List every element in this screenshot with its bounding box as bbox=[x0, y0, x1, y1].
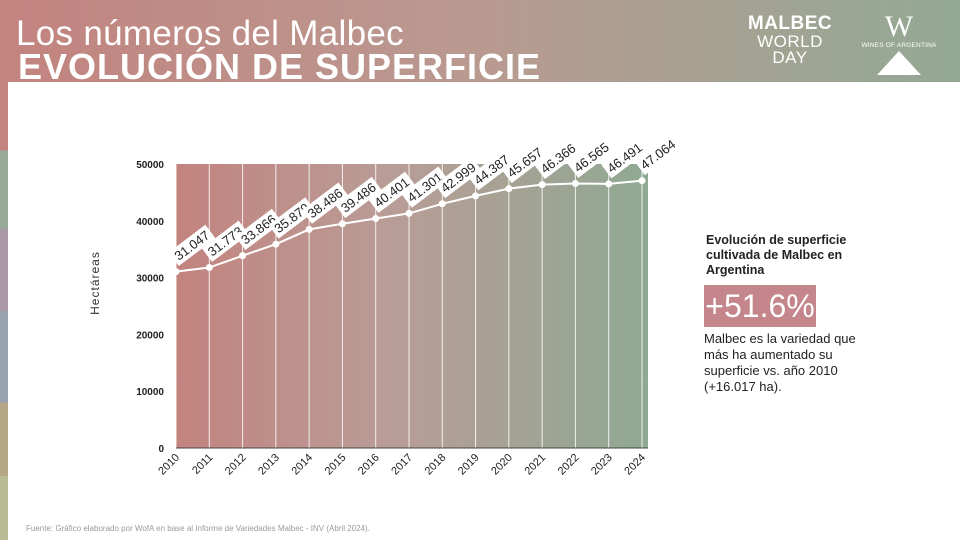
data-point bbox=[538, 181, 546, 189]
header-banner bbox=[0, 0, 960, 82]
wofa-mark: W bbox=[884, 10, 914, 43]
data-label-box bbox=[268, 197, 316, 239]
x-tick-label: 2017 bbox=[389, 452, 415, 478]
data-point bbox=[172, 268, 180, 276]
data-label-box bbox=[634, 133, 682, 176]
side-description: Malbec es la variedad que más ha aumenta… bbox=[704, 331, 856, 394]
data-point bbox=[638, 177, 646, 185]
x-tick-label: 2021 bbox=[522, 452, 548, 478]
wofa-triangle-icon bbox=[877, 51, 921, 75]
data-label-box bbox=[468, 149, 516, 191]
data-point bbox=[605, 180, 613, 188]
y-tick-label: 0 bbox=[158, 444, 164, 455]
data-point bbox=[239, 252, 247, 260]
side-title: Evolución de superficie cultivada de Mal… bbox=[706, 233, 847, 277]
data-point bbox=[505, 185, 513, 193]
data-label-box bbox=[301, 182, 349, 224]
y-tick-label: 30000 bbox=[136, 274, 164, 285]
data-label-box bbox=[601, 137, 649, 179]
data-label-box bbox=[501, 141, 549, 184]
data-point bbox=[405, 209, 413, 217]
data-point bbox=[338, 220, 346, 228]
x-tick-label: 2019 bbox=[456, 452, 482, 478]
x-tick-label: 2018 bbox=[423, 452, 449, 478]
x-tick-label: 2011 bbox=[190, 452, 215, 477]
data-point bbox=[205, 264, 213, 272]
data-point bbox=[305, 225, 313, 233]
data-label-box bbox=[434, 156, 482, 199]
data-point bbox=[372, 215, 380, 223]
data-label: 47.064 bbox=[638, 137, 679, 173]
y-tick-label: 40000 bbox=[136, 217, 164, 228]
data-label-box bbox=[534, 137, 582, 180]
data-label-box bbox=[235, 208, 283, 251]
wines-of-argentina-logo: W WINES OF ARGENTINA bbox=[856, 10, 942, 75]
x-tick-label: 2013 bbox=[256, 452, 282, 478]
color-strip bbox=[0, 82, 8, 540]
data-point bbox=[571, 180, 579, 188]
x-tick-label: 2015 bbox=[323, 452, 349, 478]
x-tick-label: 2016 bbox=[356, 452, 382, 478]
data-label-box bbox=[335, 176, 382, 219]
data-label-box bbox=[401, 166, 449, 208]
y-tick-label: 50000 bbox=[136, 160, 164, 171]
plot-area bbox=[176, 164, 648, 448]
logo-line-1: MALBEC bbox=[747, 13, 833, 34]
y-axis-label: Hectáreas bbox=[88, 251, 102, 315]
data-label-box bbox=[201, 220, 249, 262]
data-label-box bbox=[568, 136, 615, 178]
x-tick-label: 2023 bbox=[589, 452, 615, 478]
x-tick-label: 2022 bbox=[556, 452, 582, 478]
x-tick-label: 2020 bbox=[489, 452, 515, 478]
page-title: Los números del Malbec bbox=[16, 14, 404, 53]
malbec-world-day-logo: MALBEC WORLD DAY bbox=[742, 13, 838, 67]
y-tick-label: 10000 bbox=[136, 387, 164, 398]
growth-badge: +51.6% bbox=[704, 285, 816, 327]
y-tick-label: 20000 bbox=[136, 330, 164, 341]
x-tick-label: 2024 bbox=[622, 452, 648, 478]
x-tick-label: 2010 bbox=[156, 452, 182, 478]
data-point bbox=[472, 192, 480, 200]
wofa-text: WINES OF ARGENTINA bbox=[861, 42, 937, 49]
data-point bbox=[272, 240, 280, 248]
logo-line-3: DAY bbox=[772, 48, 808, 67]
data-label-box bbox=[168, 224, 216, 267]
x-tick-label: 2012 bbox=[223, 452, 249, 478]
page-subtitle: EVOLUCIÓN DE SUPERFICIE bbox=[18, 46, 542, 82]
logo-line-2: WORLD bbox=[757, 32, 823, 51]
data-label-box bbox=[368, 171, 416, 213]
x-tick-label: 2014 bbox=[289, 452, 315, 478]
data-point bbox=[438, 200, 446, 208]
source-note: Fuente: Gráfico elaborado por WofA en ba… bbox=[26, 524, 370, 533]
